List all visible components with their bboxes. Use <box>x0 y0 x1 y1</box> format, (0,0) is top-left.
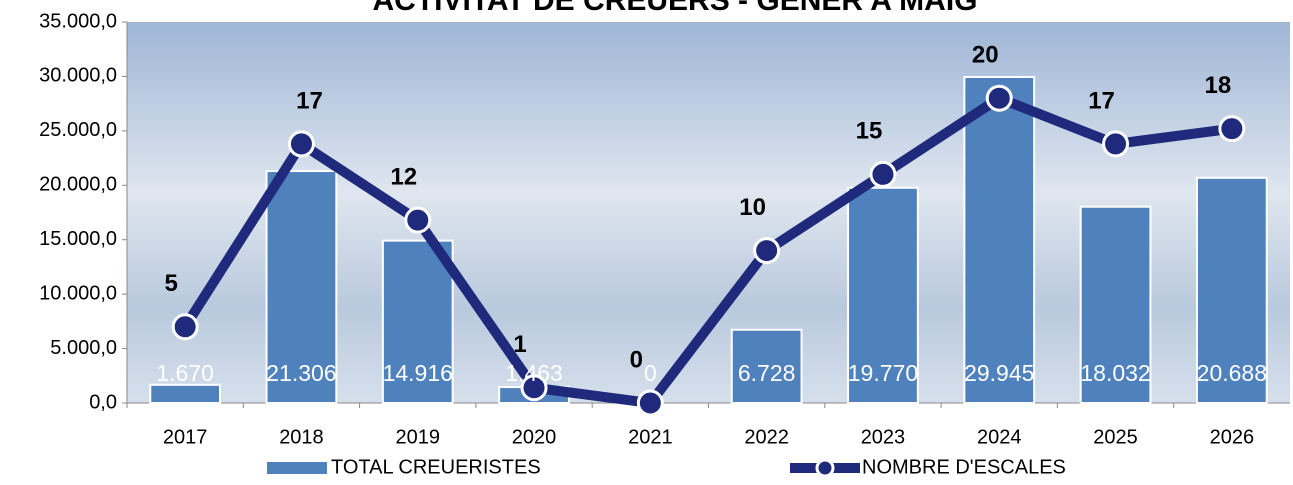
y-tick-label: 5.000,0 <box>50 337 117 359</box>
chart-title: ACTIVITAT DE CREUERS - GENER A MAIG <box>372 0 977 17</box>
bar-value-label: 18.032 <box>1080 360 1150 386</box>
line-marker <box>636 389 664 417</box>
line-marker <box>869 160 897 188</box>
line-marker <box>1218 115 1246 143</box>
x-tick-label: 2024 <box>977 426 1022 448</box>
line-value-label: 1 <box>513 331 526 358</box>
bar <box>847 186 919 404</box>
bar-value-label: 1.463 <box>505 360 563 386</box>
line-marker <box>171 313 199 341</box>
bar-value-label: 14.916 <box>383 360 453 386</box>
line-value-label: 15 <box>856 118 883 145</box>
y-tick-label: 10.000,0 <box>39 282 117 304</box>
line-value-label: 18 <box>1204 72 1231 99</box>
line <box>180 93 1233 408</box>
x-tick-label: 2022 <box>744 426 789 448</box>
bar-value-label: 29.945 <box>964 360 1034 386</box>
x-tick-label: 2025 <box>1093 426 1138 448</box>
line-value-label: 20 <box>972 42 999 69</box>
bar <box>149 383 222 405</box>
line-value-label: 10 <box>739 194 766 221</box>
line-marker <box>1102 130 1130 158</box>
x-tick-label: 2019 <box>396 426 441 448</box>
y-tick-label: 20.000,0 <box>39 174 117 196</box>
bar-value-label: 0 <box>644 360 657 386</box>
x-tick-label: 2021 <box>628 426 673 448</box>
line-value-label: 0 <box>630 346 643 373</box>
x-tick-label: 2017 <box>163 426 208 448</box>
bar-value-label: 6.728 <box>738 360 796 386</box>
legend-label: TOTAL CREUERISTES <box>331 456 541 478</box>
y-tick-label: 0,0 <box>89 391 117 413</box>
bar-value-label: 1.670 <box>156 360 214 386</box>
line-marker <box>520 374 548 402</box>
bar <box>381 239 454 404</box>
x-tick-label: 2026 <box>1210 426 1255 448</box>
legend-swatch <box>267 462 327 474</box>
bar <box>265 170 338 404</box>
x-tick-label: 2018 <box>279 426 324 448</box>
bar-value-label: 20.688 <box>1197 360 1267 386</box>
line-marker <box>753 237 781 265</box>
y-tick-label: 25.000,0 <box>39 119 117 141</box>
bar <box>730 328 803 405</box>
line-value-label: 5 <box>164 270 177 297</box>
bar-value-label: 19.770 <box>848 360 918 386</box>
y-tick-label: 35.000,0 <box>39 10 117 32</box>
bar <box>1195 176 1268 404</box>
line-marker <box>404 206 432 234</box>
legend-label: NOMBRE D'ESCALES <box>862 456 1066 478</box>
line-value-label: 17 <box>296 87 323 114</box>
x-tick-label: 2023 <box>861 426 906 448</box>
x-tick-label: 2020 <box>512 426 557 448</box>
bar <box>963 76 1036 404</box>
y-tick-label: 15.000,0 <box>39 228 117 250</box>
legend-swatch-marker <box>815 458 835 478</box>
y-tick-label: 30.000,0 <box>39 65 117 87</box>
bar <box>1079 205 1152 404</box>
bar-value-label: 21.306 <box>266 360 336 386</box>
line-marker <box>985 84 1013 112</box>
line-marker <box>287 130 315 158</box>
line-value-label: 12 <box>390 163 417 190</box>
line-value-label: 17 <box>1088 87 1115 114</box>
